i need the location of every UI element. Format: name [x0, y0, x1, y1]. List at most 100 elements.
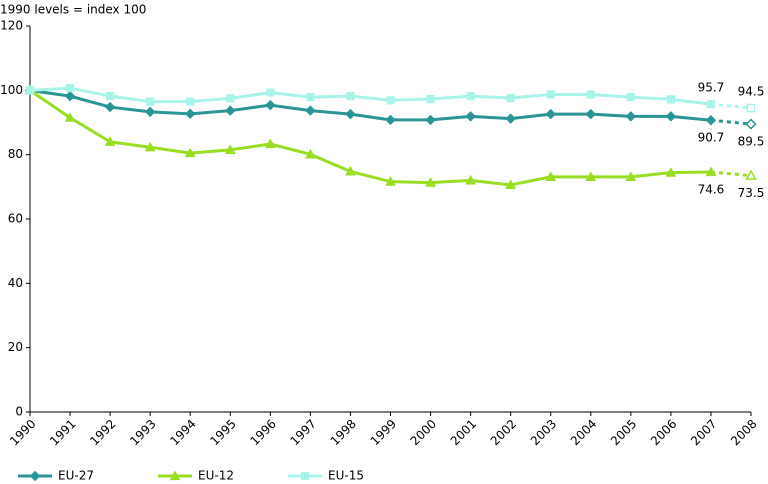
point	[225, 105, 236, 116]
point	[625, 171, 637, 181]
legend-label: EU-15	[328, 469, 364, 483]
projection-line	[710, 118, 752, 126]
point	[546, 90, 555, 99]
x-tick-label: 1994	[167, 417, 198, 448]
x-tick-label: 2004	[568, 417, 599, 448]
x-tick-label: 2001	[448, 417, 479, 448]
data-label: 95.7	[698, 81, 725, 95]
y-tick-label: 0	[15, 405, 23, 419]
point	[385, 176, 396, 186]
data-label: 90.7	[698, 131, 725, 145]
projection-line	[710, 170, 752, 178]
point	[465, 111, 476, 122]
point	[25, 86, 35, 95]
data-label: 73.5	[738, 186, 765, 200]
point	[705, 115, 717, 126]
legend-marker	[300, 471, 310, 481]
point	[586, 90, 595, 99]
legend-marker	[29, 470, 41, 482]
data-label: 89.5	[738, 135, 765, 149]
point	[705, 166, 717, 177]
x-tick-label: 1998	[328, 417, 359, 448]
point	[545, 171, 557, 181]
point	[425, 114, 436, 126]
point	[266, 88, 275, 97]
point	[465, 174, 476, 185]
point	[144, 141, 156, 152]
point	[345, 165, 356, 176]
point	[146, 97, 155, 106]
series-line	[29, 88, 712, 122]
legend-label: EU-12	[198, 469, 234, 483]
x-tick-label: 2007	[688, 417, 719, 448]
point	[426, 94, 435, 104]
point	[425, 177, 436, 187]
x-tick-label: 1990	[7, 417, 38, 448]
data-label: 74.6	[698, 183, 725, 197]
data-label: 94.5	[738, 85, 765, 99]
point	[264, 138, 276, 149]
x-tick-label: 1992	[87, 417, 118, 448]
y-tick-label: 120	[0, 19, 23, 33]
x-tick-label: 1997	[287, 417, 318, 448]
legend-label: EU-27	[58, 469, 94, 483]
point	[665, 111, 677, 122]
x-tick-label: 1996	[247, 417, 278, 448]
x-tick-label: 1993	[127, 417, 158, 448]
point	[665, 167, 677, 177]
point	[505, 179, 517, 190]
y-tick-label: 60	[8, 212, 23, 226]
point	[185, 108, 196, 120]
x-tick-label: 2003	[528, 417, 559, 448]
point	[506, 93, 515, 103]
point	[226, 94, 235, 103]
point	[184, 147, 196, 158]
point	[745, 118, 757, 130]
point	[345, 108, 356, 120]
x-tick-label: 2005	[608, 417, 639, 448]
x-tick-label: 1991	[47, 417, 78, 448]
point	[706, 100, 716, 109]
point	[104, 136, 116, 146]
point	[386, 96, 395, 105]
y-tick-label: 40	[8, 276, 23, 290]
projection-line	[710, 102, 752, 110]
point	[186, 97, 195, 106]
point	[545, 108, 556, 120]
point	[65, 83, 75, 93]
y-tick-label: 20	[8, 340, 23, 354]
point	[466, 92, 475, 101]
point	[505, 113, 516, 124]
x-tick-label: 2002	[488, 417, 519, 448]
point	[626, 92, 635, 102]
series-line	[29, 89, 711, 187]
x-tick-label: 2006	[648, 417, 679, 448]
point	[585, 108, 596, 120]
point	[745, 169, 757, 180]
point	[625, 111, 637, 122]
point	[64, 90, 76, 102]
point	[144, 106, 156, 118]
point	[106, 92, 115, 101]
point	[265, 99, 276, 111]
point	[385, 114, 396, 126]
point	[64, 112, 76, 122]
x-tick-label: 1995	[207, 417, 238, 448]
point	[305, 105, 316, 116]
legend-marker	[169, 470, 181, 481]
point	[585, 171, 597, 181]
point	[224, 144, 236, 154]
x-tick-label: 1999	[368, 417, 399, 448]
point	[305, 148, 316, 159]
point	[306, 92, 315, 102]
point	[746, 103, 756, 113]
point	[346, 92, 355, 101]
series-line	[29, 86, 712, 106]
chart-title: 1990 levels = index 100	[0, 3, 146, 17]
point	[666, 95, 675, 104]
y-tick-label: 100	[0, 83, 23, 97]
point	[104, 101, 116, 113]
x-tick-label: 2000	[408, 417, 439, 448]
x-tick-label: 2008	[728, 417, 759, 448]
